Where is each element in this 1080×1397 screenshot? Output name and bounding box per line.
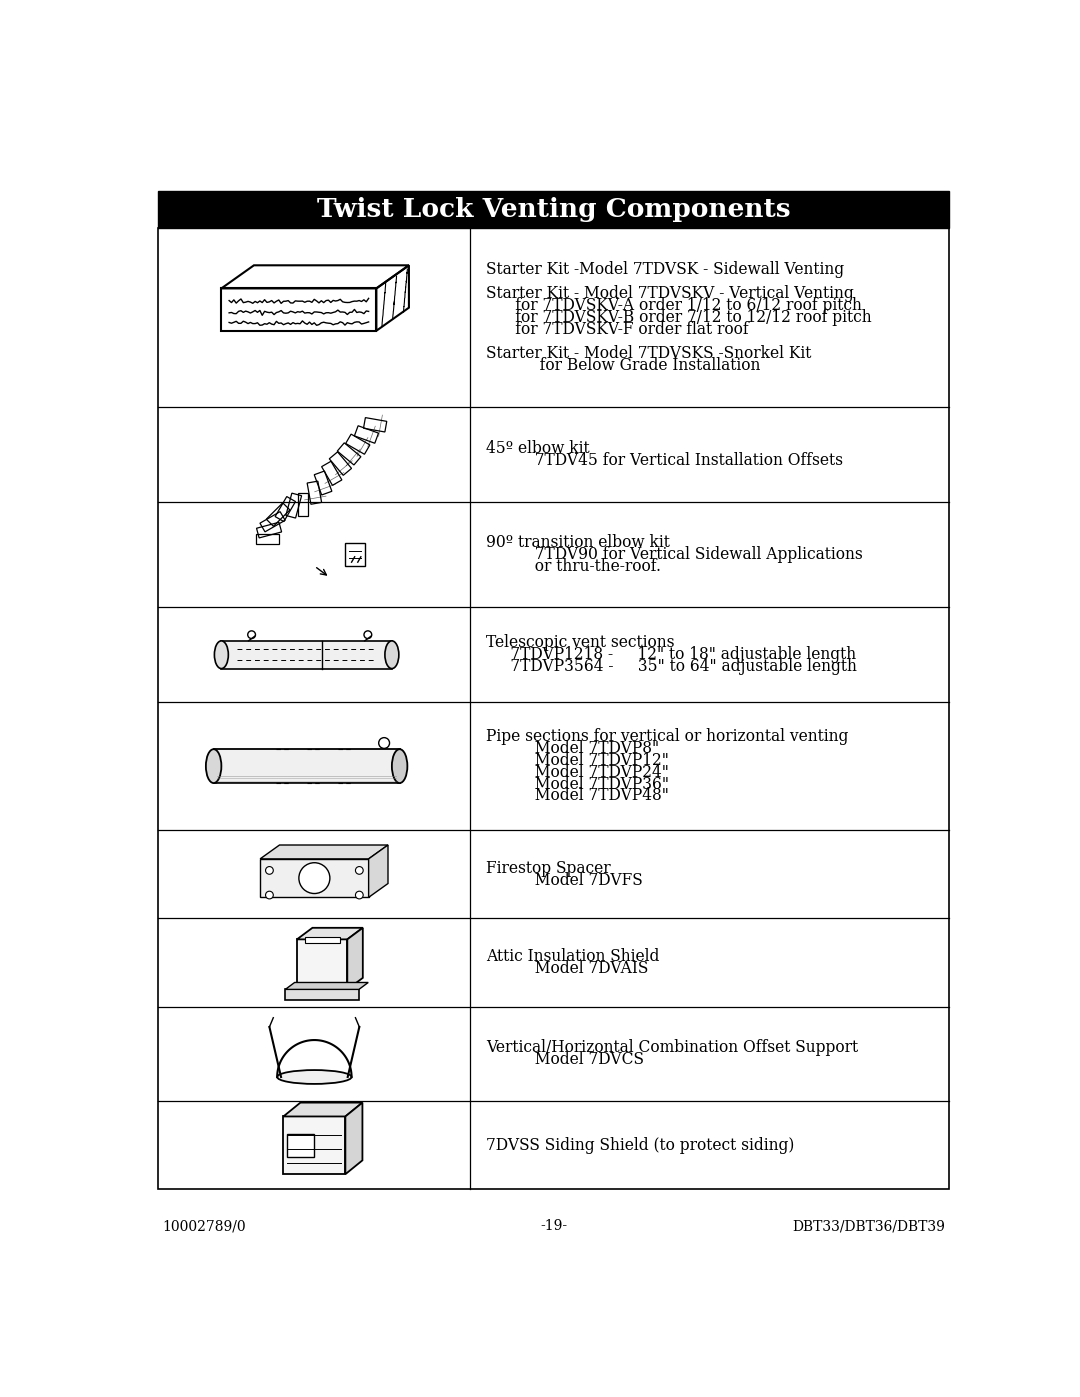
Text: for 7TDVSKV-B order 7/12 to 12/12 roof pitch: for 7TDVSKV-B order 7/12 to 12/12 roof p… [486, 309, 872, 326]
Text: Model 7TDVP12": Model 7TDVP12" [486, 752, 669, 768]
Bar [260, 511, 285, 532]
Text: Model 7TDVP48": Model 7TDVP48" [486, 788, 669, 805]
Text: 7TDV45 for Vertical Installation Offsets: 7TDV45 for Vertical Installation Offsets [486, 451, 843, 468]
Ellipse shape [215, 641, 228, 669]
Bar [305, 937, 339, 943]
Text: for 7TDVSKV-F order flat roof: for 7TDVSKV-F order flat roof [486, 321, 748, 338]
Bar [346, 434, 369, 454]
Bar [221, 641, 392, 669]
Text: -19-: -19- [540, 1220, 567, 1234]
Ellipse shape [278, 1070, 352, 1084]
Text: 7DVSS Siding Shield (to protect siding): 7DVSS Siding Shield (to protect siding) [486, 1137, 795, 1154]
Text: 7TDV90 for Vertical Sidewall Applications: 7TDV90 for Vertical Sidewall Application… [486, 546, 863, 563]
Text: Telescopic vent sections: Telescopic vent sections [486, 634, 675, 651]
Circle shape [355, 866, 363, 875]
Text: 7TDVP1218 -     12" to 18" adjustable length: 7TDVP1218 - 12" to 18" adjustable length [486, 647, 856, 664]
Polygon shape [260, 845, 388, 859]
Bar [159, 191, 948, 228]
Text: Starter Kit - Model 7TDVSKV - Vertical Venting: Starter Kit - Model 7TDVSKV - Vertical V… [486, 285, 854, 302]
Text: Vertical/Horizontal Combination Offset Support: Vertical/Horizontal Combination Offset S… [486, 1039, 859, 1056]
Circle shape [266, 866, 273, 875]
Polygon shape [297, 939, 348, 989]
Text: 90º transition elbow kit: 90º transition elbow kit [486, 534, 670, 550]
Text: or thru-the-roof.: or thru-the-roof. [486, 557, 661, 576]
Bar [329, 451, 352, 475]
Polygon shape [368, 845, 388, 897]
Ellipse shape [392, 749, 407, 784]
Bar [286, 493, 301, 518]
Text: for Below Grade Installation: for Below Grade Installation [486, 356, 760, 373]
Polygon shape [285, 982, 368, 989]
Bar [267, 503, 289, 527]
Bar [256, 534, 280, 543]
Polygon shape [297, 928, 363, 939]
Text: 10002789/0: 10002789/0 [162, 1220, 246, 1234]
Bar [275, 496, 296, 521]
Bar [346, 543, 365, 566]
Text: Starter Kit - Model 7TDVSKS -Snorkel Kit: Starter Kit - Model 7TDVSKS -Snorkel Kit [486, 345, 811, 362]
Polygon shape [283, 1102, 363, 1116]
Circle shape [299, 863, 329, 894]
Bar [354, 426, 378, 443]
Bar [322, 461, 342, 485]
Circle shape [355, 891, 363, 898]
Text: Model 7DVFS: Model 7DVFS [486, 872, 643, 888]
Text: Attic Insulation Shield: Attic Insulation Shield [486, 949, 660, 965]
Bar [337, 443, 361, 465]
Bar [287, 1134, 314, 1157]
Bar [298, 493, 308, 515]
Text: Model 7TDVP24": Model 7TDVP24" [486, 764, 669, 781]
Circle shape [266, 891, 273, 898]
Text: 45º elbow kit: 45º elbow kit [486, 440, 590, 457]
Bar [257, 522, 282, 538]
Text: Model 7TDVP8": Model 7TDVP8" [486, 740, 659, 757]
Bar [314, 471, 332, 495]
Text: DBT33/DBT36/DBT39: DBT33/DBT36/DBT39 [792, 1220, 945, 1234]
Polygon shape [348, 928, 363, 989]
Bar [159, 228, 948, 1189]
Text: Model 7DVCS: Model 7DVCS [486, 1052, 644, 1069]
Text: for 7TDVSKV-A order 1/12 to 6/12 roof pitch: for 7TDVSKV-A order 1/12 to 6/12 roof pi… [486, 296, 862, 314]
Text: Firestop Spacer: Firestop Spacer [486, 859, 610, 877]
Text: Starter Kit -Model 7TDVSK - Sidewall Venting: Starter Kit -Model 7TDVSK - Sidewall Ven… [486, 261, 845, 278]
Bar [285, 989, 359, 1000]
Text: 7TDVP3564 -     35" to 64" adjustable length: 7TDVP3564 - 35" to 64" adjustable length [486, 658, 856, 675]
Bar [307, 481, 322, 504]
Polygon shape [260, 859, 368, 897]
Bar [364, 418, 387, 432]
Text: Model 7DVAIS: Model 7DVAIS [486, 960, 648, 977]
Ellipse shape [206, 749, 221, 784]
Bar [214, 749, 400, 784]
Text: Twist Lock Venting Components: Twist Lock Venting Components [316, 197, 791, 222]
Text: Pipe sections for vertical or horizontal venting: Pipe sections for vertical or horizontal… [486, 728, 849, 745]
Polygon shape [283, 1116, 346, 1175]
Polygon shape [346, 1102, 363, 1175]
Text: Model 7TDVP36": Model 7TDVP36" [486, 775, 669, 792]
Ellipse shape [384, 641, 399, 669]
